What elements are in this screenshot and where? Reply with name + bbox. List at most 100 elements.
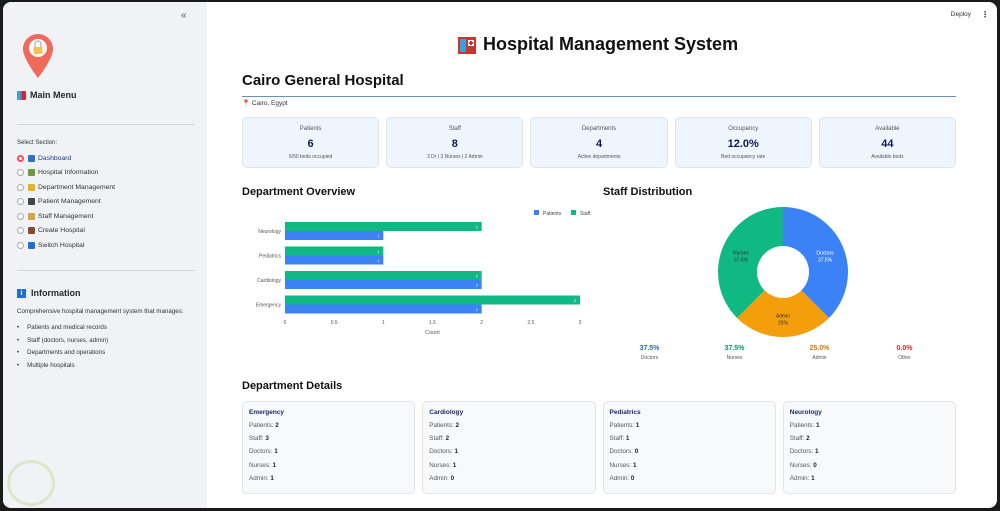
stat-label: Staff: [609, 435, 625, 443]
information-title: Information [31, 288, 81, 298]
radio-button[interactable] [17, 198, 24, 206]
department-stat: Patients: 1 [790, 422, 949, 435]
stat-value: 1 [632, 461, 637, 469]
stat-label: Doctors: [789, 448, 814, 456]
stat-value: 1 [816, 422, 820, 429]
sidebar-item-label: Department Management [38, 183, 116, 191]
information-heading: i Information [17, 288, 81, 298]
pct-doctors: 37.5% Doctors [607, 345, 692, 361]
info-description: Comprehensive hospital management system… [17, 308, 184, 315]
department-stat: Admin: 1 [790, 475, 949, 488]
select-section-label: Select Section: [17, 140, 58, 146]
stat-label: Admin: [249, 474, 269, 482]
pct-value: 0.0% [896, 345, 913, 352]
app-title-text: Hospital Management System [483, 34, 739, 54]
stat-value: 0 [450, 474, 455, 482]
stat-label: Nurses: [789, 461, 812, 469]
stat-value: 1 [811, 474, 815, 482]
sidebar-item-create-hospital[interactable]: Create Hospital [17, 224, 115, 239]
info-list-item: Patients and medical records [17, 324, 108, 337]
stat-value: 2 [806, 435, 810, 443]
info-icon: i [17, 288, 26, 298]
department-stat: Staff: 3 [249, 435, 408, 448]
stat-value: 1 [814, 448, 819, 456]
radio-button[interactable] [17, 227, 24, 235]
metric-value: 8 [451, 138, 458, 150]
department-stat: Doctors: 1 [790, 448, 949, 461]
metric-label: Occupancy [728, 126, 759, 132]
radio-button[interactable] [17, 154, 24, 162]
sidebar-item-staff-management[interactable]: Staff Management [17, 209, 115, 224]
metric-label: Departments [581, 126, 617, 132]
sidebar-item-department-management[interactable]: Department Management [17, 180, 115, 195]
bar-patients-neurology [285, 231, 384, 240]
page-title: Hospital Management System [457, 34, 738, 55]
x-tick-label: 1.5 [429, 320, 436, 326]
pct-label: Other [898, 355, 911, 361]
metric-value: 12.0% [727, 138, 759, 150]
sidebar: « Main Menu Select Section: Dashboard Hos… [3, 2, 207, 508]
metric-subtext: 3 Dr | 3 Nurses | 2 Admin [426, 154, 483, 160]
collapse-sidebar-icon[interactable]: « [181, 10, 187, 21]
stat-label: Doctors: [429, 448, 453, 456]
sidebar-item-label: Dashboard [38, 154, 72, 162]
stat-label: Admin: [789, 474, 810, 482]
sidebar-item-dashboard[interactable]: Dashboard [17, 151, 115, 166]
metrics-row: Patients 6 6/50 beds occupied Staff 8 3 … [242, 117, 957, 168]
main-menu-label: Main Menu [30, 90, 77, 100]
bar-value-label: 2 [476, 275, 478, 279]
construction-icon [28, 227, 35, 235]
department-stat: Admin: 0 [610, 475, 769, 488]
metric-subtext: 6/50 beds occupied [288, 154, 333, 160]
department-stat: Nurses: 1 [249, 462, 408, 475]
x-tick-label: 3 [579, 320, 582, 326]
stat-value: 2 [455, 422, 460, 429]
sidebar-item-hospital-information[interactable]: Hospital Information [17, 166, 115, 181]
radio-button[interactable] [17, 212, 24, 220]
metric-available: Available 44 Available beds [818, 117, 957, 168]
divider [17, 270, 195, 271]
x-tick-label: 0.5 [331, 320, 338, 326]
section-radio-group: Dashboard Hospital Information Department … [17, 151, 115, 253]
stat-label: Staff: [789, 435, 805, 443]
deploy-button[interactable]: Deploy [950, 11, 971, 18]
x-tick-label: 2.5 [527, 320, 534, 326]
info-list-item: Departments and operations [17, 349, 108, 362]
bar-value-label: 2 [476, 308, 478, 312]
pct-value: 37.5% [724, 345, 745, 352]
stat-label: Staff: [249, 435, 264, 443]
department-stat: Nurses: 0 [790, 462, 949, 475]
metric-occupancy: Occupancy 12.0% Bed occupancy rate [674, 117, 812, 168]
x-tick-label: 0 [284, 320, 287, 326]
bar-staff-neurology [285, 222, 482, 231]
department-stat: Admin: 1 [249, 475, 408, 488]
stat-value: 0 [634, 448, 639, 456]
divider [242, 96, 956, 97]
metric-subtext: Active departments [577, 154, 621, 160]
pct-admin: 25.0% Admin [777, 345, 862, 361]
stat-value: 1 [272, 461, 276, 469]
bar-chart-icon [28, 154, 35, 162]
x-axis-label: Count [425, 330, 440, 336]
stat-label: Patients: [249, 422, 274, 429]
metric-label: Patients [299, 126, 322, 132]
stat-label: Nurses: [429, 461, 451, 469]
hospital-building-icon [458, 36, 476, 54]
bar-staff-pediatrics [285, 246, 384, 256]
stat-value: 2 [445, 435, 450, 443]
main-menu-kebab-icon[interactable]: ⋮ [981, 10, 989, 19]
location-text: Cairo, Egypt [251, 100, 288, 107]
slice-label-doctors: 37.5% [818, 258, 833, 264]
metric-value: 44 [881, 138, 894, 150]
sidebar-item-switch-hospital[interactable]: Switch Hospital [17, 238, 115, 253]
stat-value: 1 [452, 461, 457, 469]
radio-button[interactable] [17, 169, 24, 177]
hospital-icon [28, 169, 35, 177]
sidebar-item-patient-management[interactable]: Patient Management [17, 195, 115, 210]
stat-value: 1 [635, 422, 640, 429]
stat-value: 0 [813, 461, 817, 469]
radio-button[interactable] [17, 183, 24, 191]
department-stat: Patients: 2 [429, 422, 588, 435]
pct-label: Doctors [640, 355, 659, 361]
radio-button[interactable] [17, 241, 24, 249]
